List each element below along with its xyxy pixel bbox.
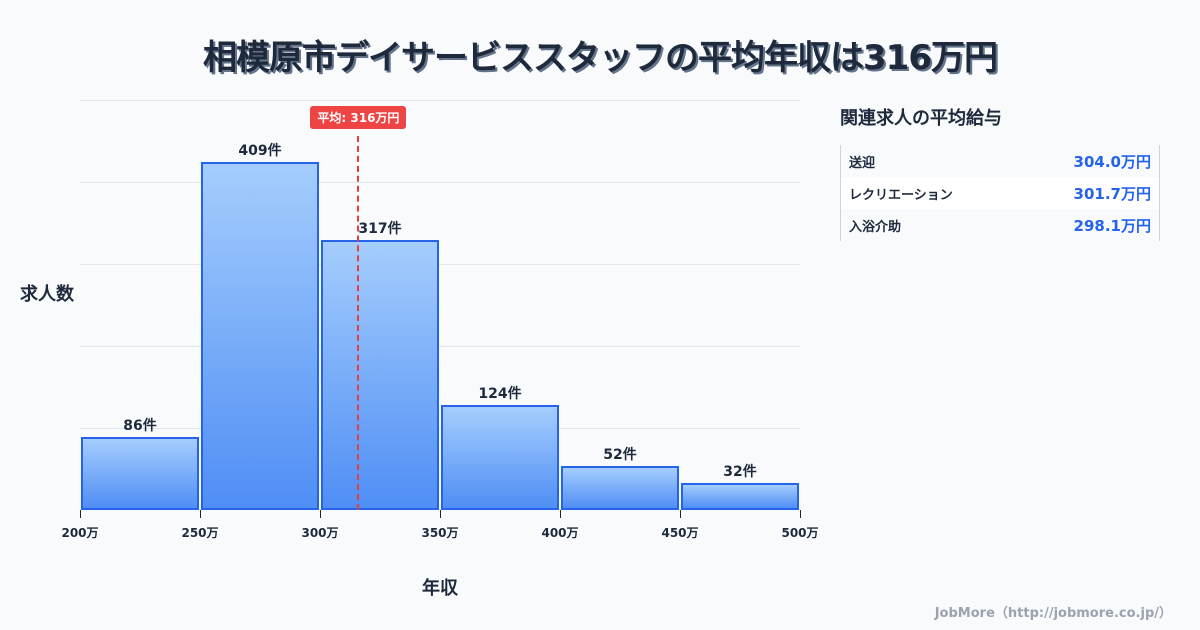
job-feature-name: レクリエーション	[849, 187, 953, 203]
histogram-bar	[81, 437, 199, 510]
related-salary-row: 入浴介助 298.1万円	[841, 209, 1159, 241]
x-tick	[80, 510, 81, 518]
related-salary-title: 関連求人の平均給与	[840, 108, 1002, 129]
gridline	[80, 182, 800, 183]
histogram-bar	[681, 483, 799, 510]
x-tick-label: 250万	[181, 526, 219, 540]
x-tick-label: 400万	[541, 526, 579, 540]
job-feature-name: 入浴介助	[849, 219, 902, 235]
bar-value-label: 317件	[358, 221, 402, 237]
gridline	[80, 428, 800, 429]
job-feature-salary: 304.0万円	[1073, 152, 1151, 171]
bar-value-label: 52件	[603, 447, 637, 463]
x-tick	[560, 510, 561, 518]
x-tick-label: 300万	[301, 526, 339, 540]
x-tick	[320, 510, 321, 518]
histogram-bar	[321, 240, 439, 510]
bar-value-label: 86件	[123, 418, 157, 434]
mean-line	[357, 136, 360, 510]
x-tick-label: 500万	[781, 526, 819, 540]
related-salary-table: 送迎 304.0万円 レクリエーション 301.7万円 入浴介助 298.1万円	[840, 145, 1160, 241]
bar-value-label: 409件	[238, 143, 282, 159]
histogram-plot: 86件 409件 317件 124件 52件 32件 平均: 316万円	[80, 100, 800, 510]
related-salary-row: レクリエーション 301.7万円	[841, 177, 1159, 209]
histogram-bar	[441, 405, 559, 510]
y-axis-label: 求人数	[20, 284, 74, 305]
related-salary-row: 送迎 304.0万円	[841, 145, 1159, 177]
mean-badge: 平均: 316万円	[310, 106, 407, 129]
x-axis-label: 年収	[422, 578, 458, 599]
x-tick	[800, 510, 801, 518]
x-tick	[200, 510, 201, 518]
job-feature-salary: 298.1万円	[1073, 216, 1151, 235]
gridline	[80, 346, 800, 347]
x-tick-label: 350万	[421, 526, 459, 540]
histogram-bar	[201, 162, 319, 510]
bar-value-label: 32件	[723, 464, 757, 480]
bar-value-label: 124件	[478, 386, 522, 402]
job-feature-salary: 301.7万円	[1073, 184, 1151, 203]
histogram-bar	[561, 466, 679, 510]
job-feature-name: 送迎	[849, 155, 876, 171]
x-tick	[440, 510, 441, 518]
x-tick-label: 200万	[61, 526, 99, 540]
chart-title: 相模原市デイサービススタッフの平均年収は316万円	[203, 38, 998, 78]
source-credit: JobMore（http://jobmore.co.jp/）	[934, 606, 1172, 621]
x-tick	[680, 510, 681, 518]
gridline	[80, 264, 800, 265]
gridline	[80, 100, 800, 101]
x-tick-label: 450万	[661, 526, 699, 540]
